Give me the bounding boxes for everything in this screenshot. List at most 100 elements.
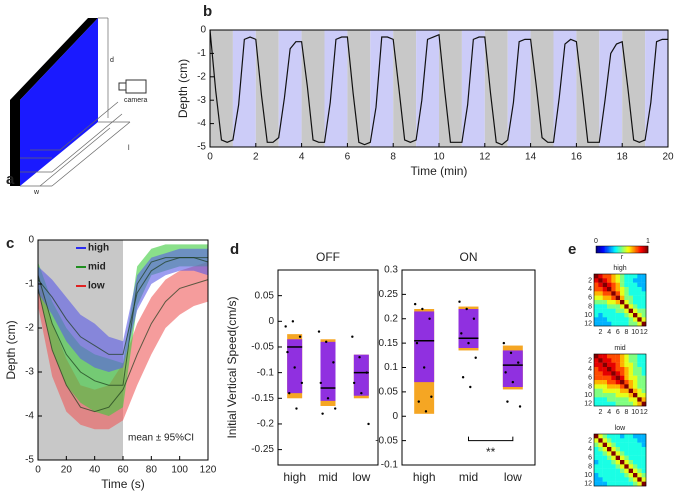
heatmap-cell [611,468,616,474]
x-tick-label: low [504,470,522,484]
colorbar-step [609,246,611,253]
y-tick-label: 8 [588,303,592,310]
x-tick-label: 4 [299,152,305,163]
heatmap-cell [641,434,647,439]
heatmap-cell [628,464,634,469]
heatmap-cell [628,397,634,402]
dim-label: d [110,57,114,64]
heatmap-cell [602,442,608,448]
heatmap-cell [615,371,621,376]
heatmap-cell [633,397,638,402]
heatmap-cell [628,401,634,407]
heatmap-cell [594,304,599,309]
heatmap-cell [641,313,647,318]
heatmap-cell [598,313,603,318]
heatmap-cell [624,473,629,478]
y-tick-label: -0.05 [375,435,398,446]
heatmap-cell [594,438,599,443]
y-axis-label: Depth (cm) [4,320,18,379]
heatmap-cell [624,295,629,301]
heatmap-cell [620,468,625,474]
heatmap-cell [620,358,625,363]
x-tick-label: 80 [146,465,158,476]
heatmap-cell [594,380,599,385]
camera-lens [118,82,127,91]
y-tick-label: 0 [268,316,274,327]
heatmap-cell [594,358,599,363]
heatmap-cell [615,300,621,305]
heatmap-cell [611,438,616,443]
heatmap-cell [633,384,638,389]
heatmap-cell [615,274,621,279]
heatmap-cell [594,468,599,474]
panel-letter: d [230,241,239,258]
heatmap-cell [598,274,603,279]
phase-band [324,30,348,147]
colorbar-step [605,246,607,253]
heatmap-cell [611,481,616,487]
camera-body [125,79,147,94]
heatmap-cell [637,295,642,301]
heatmap-cell [594,367,599,372]
x-tick-label: 16 [571,152,583,163]
data-point [351,335,354,338]
data-point [332,361,335,364]
heatmap-cell [637,481,642,487]
y-tick-label: 6 [588,455,592,462]
heatmap-cell [615,477,621,482]
dim-label: l [128,145,130,152]
heatmap-cell [598,308,603,314]
heatmap-cell [641,384,647,389]
y-tick-label: -3 [25,367,34,378]
phase-band [439,30,462,147]
colorbar-step [616,246,619,253]
data-point [465,307,468,311]
data-point [288,391,291,395]
heatmap-cell [641,287,647,292]
heatmap-cell [598,282,603,288]
heatmap-cell [602,287,608,292]
heatmap-cell [620,362,625,368]
x-tick-label: 20 [61,465,73,476]
x-tick-label: 6 [616,329,620,336]
heatmap-cell [611,447,616,452]
heatmap-cell [615,451,621,456]
iqr-box [502,350,523,387]
heatmap-cell [602,358,608,363]
legend-label: low [88,281,105,292]
heatmap-cell [637,291,642,296]
heatmap-cell [637,384,642,389]
y-tick-label: 2 [588,277,592,284]
heatmap-cell [633,278,638,283]
heatmap-cell [594,447,599,452]
heatmap-cell [620,393,625,398]
heatmap-cell [602,468,608,474]
colorbar-step [597,246,599,253]
heatmap-cell [620,397,625,402]
y-tick-label: 0.05 [379,387,399,398]
heatmap-cell [628,367,634,372]
heatmap-cell [620,354,625,359]
heatmap-cell [620,278,625,283]
heatmap-cell [607,447,612,452]
heatmap-cell [602,473,608,478]
heatmap-cell [598,393,603,398]
heatmap-cell [641,464,647,469]
data-point [518,405,522,408]
heatmap-cell [641,442,647,448]
heatmap-cell [633,375,638,381]
subplot-title: ON [460,250,478,264]
x-tick-label: 12 [640,409,648,416]
colorbar-step [602,246,605,253]
heatmap-cell [624,371,629,376]
heatmap-cell [641,447,647,452]
heatmap-cell [637,397,642,402]
heatmap-cell [602,397,608,402]
heatmap-cell [598,371,603,376]
heatmap-cell [641,317,647,322]
heatmap-cell [620,464,625,469]
heatmap-cell [598,451,603,456]
x-tick-label: 10 [631,409,639,416]
heatmap-cell [611,274,616,279]
phase-band [461,30,485,147]
